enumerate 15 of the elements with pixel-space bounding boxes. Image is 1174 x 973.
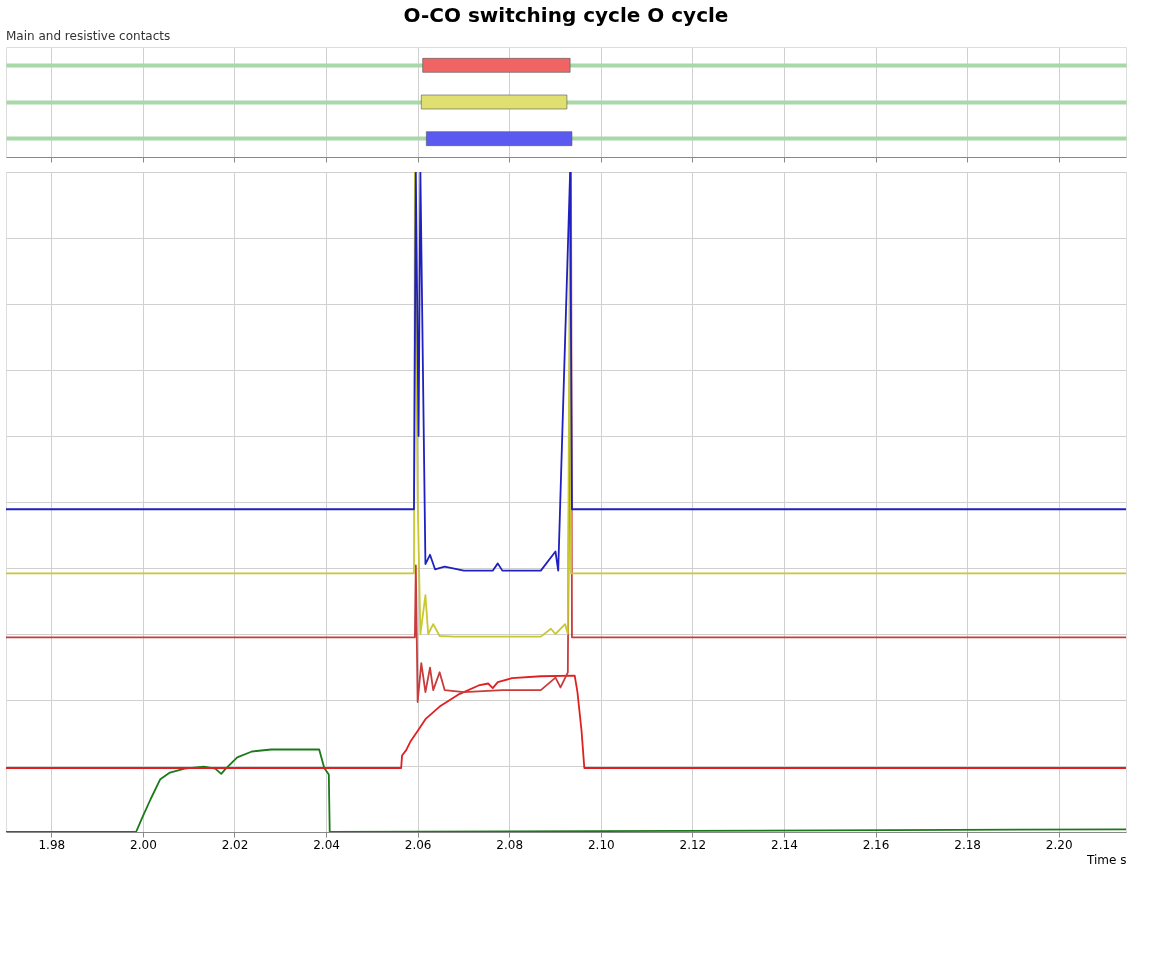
x-tick-label: 2.04	[313, 837, 340, 852]
chart-subtitle: Main and resistive contacts	[6, 29, 171, 43]
x-axis-title: Time s	[1086, 852, 1127, 867]
x-tick-label: 2.18	[954, 837, 981, 852]
x-tick-label: 2.16	[862, 837, 890, 852]
x-tick-label: 2.00	[130, 837, 157, 852]
x-tick-label: 2.02	[221, 837, 249, 852]
x-tick-label: 2.10	[587, 837, 615, 852]
chart-title: O-CO switching cycle O cycle	[403, 2, 729, 27]
x-tick-label: 2.06	[404, 837, 432, 852]
x-tick-label: 2.14	[771, 837, 798, 852]
x-tick-label: 2.20	[1045, 837, 1073, 852]
x-tick-label: 2.08	[496, 837, 524, 852]
x-tick-label: 1.98	[38, 837, 66, 852]
x-tick-label: 2.12	[679, 837, 707, 852]
